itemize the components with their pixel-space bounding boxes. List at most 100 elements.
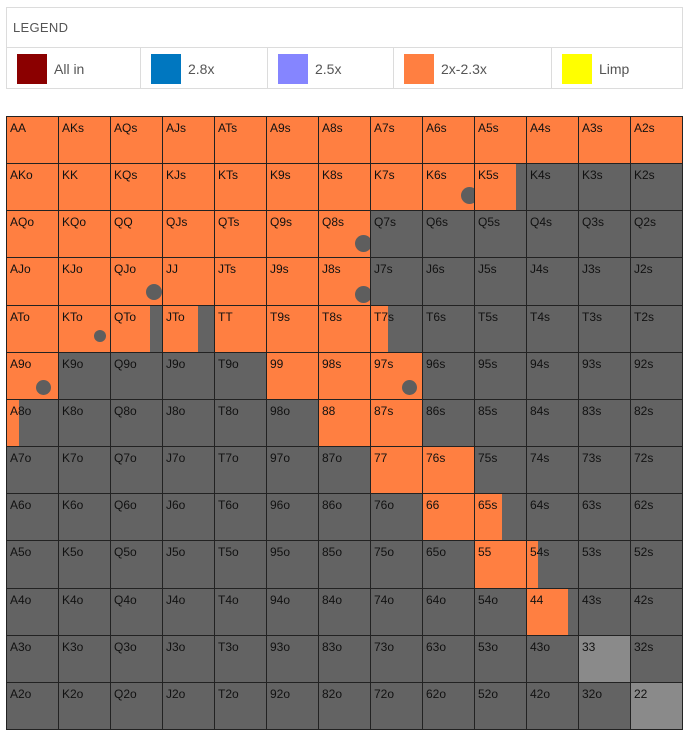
hand-cell-a2o[interactable]: A2o [7,682,58,729]
hand-cell-85o[interactable]: 85o [319,541,370,588]
hand-cell-t7s[interactable]: T7s [371,305,422,352]
hand-cell-kjs[interactable]: KJs [163,164,214,211]
hand-cell-t3s[interactable]: T3s [579,305,630,352]
hand-cell-73o[interactable]: 73o [371,635,422,682]
hand-cell-82o[interactable]: 82o [319,682,370,729]
hand-cell-a3s[interactable]: A3s [579,117,630,164]
hand-cell-q8o[interactable]: Q8o [111,399,162,447]
hand-cell-55[interactable]: 55 [475,541,526,588]
hand-cell-q2o[interactable]: Q2o [111,682,162,729]
hand-cell-44[interactable]: 44 [527,588,578,635]
hand-cell-t5s[interactable]: T5s [475,305,526,352]
hand-cell-a6s[interactable]: A6s [423,117,474,164]
hand-cell-t9s[interactable]: T9s [267,305,318,352]
hand-cell-t8s[interactable]: T8s [319,305,370,352]
hand-cell-j8s[interactable]: J8s [319,258,370,305]
hand-cell-kjo[interactable]: KJo [59,258,110,305]
hand-cell-ako[interactable]: AKo [7,164,58,211]
hand-cell-86o[interactable]: 86o [319,494,370,541]
hand-cell-96o[interactable]: 96o [267,494,318,541]
hand-cell-ajs[interactable]: AJs [163,117,214,164]
hand-cell-52s[interactable]: 52s [631,541,682,588]
hand-cell-76o[interactable]: 76o [371,494,422,541]
hand-cell-tt[interactable]: TT [215,305,266,352]
hand-cell-83s[interactable]: 83s [579,399,630,447]
hand-cell-t2s[interactable]: T2s [631,305,682,352]
hand-cell-93o[interactable]: 93o [267,635,318,682]
hand-cell-q6o[interactable]: Q6o [111,494,162,541]
hand-cell-qq[interactable]: QQ [111,211,162,258]
hand-cell-64o[interactable]: 64o [423,588,474,635]
hand-cell-95s[interactable]: 95s [475,352,526,399]
hand-cell-jj[interactable]: JJ [163,258,214,305]
hand-cell-aqo[interactable]: AQo [7,211,58,258]
hand-cell-65o[interactable]: 65o [423,541,474,588]
hand-cell-92o[interactable]: 92o [267,682,318,729]
hand-cell-k4s[interactable]: K4s [527,164,578,211]
hand-cell-q4o[interactable]: Q4o [111,588,162,635]
hand-cell-74o[interactable]: 74o [371,588,422,635]
hand-cell-t6s[interactable]: T6s [423,305,474,352]
hand-cell-q9s[interactable]: Q9s [267,211,318,258]
hand-cell-t9o[interactable]: T9o [215,352,266,399]
hand-cell-k8o[interactable]: K8o [59,399,110,447]
hand-cell-74s[interactable]: 74s [527,447,578,494]
hand-cell-kk[interactable]: KK [59,164,110,211]
hand-cell-a2s[interactable]: A2s [631,117,682,164]
hand-cell-62s[interactable]: 62s [631,494,682,541]
hand-cell-ajo[interactable]: AJo [7,258,58,305]
hand-cell-j2s[interactable]: J2s [631,258,682,305]
hand-cell-76s[interactable]: 76s [423,447,474,494]
hand-cell-94o[interactable]: 94o [267,588,318,635]
hand-cell-82s[interactable]: 82s [631,399,682,447]
hand-cell-q3o[interactable]: Q3o [111,635,162,682]
hand-cell-kqo[interactable]: KQo [59,211,110,258]
hand-cell-q7s[interactable]: Q7s [371,211,422,258]
hand-cell-kto[interactable]: KTo [59,305,110,352]
hand-cell-qto[interactable]: QTo [111,305,162,352]
hand-cell-ato[interactable]: ATo [7,305,58,352]
hand-cell-j2o[interactable]: J2o [163,682,214,729]
hand-cell-kqs[interactable]: KQs [111,164,162,211]
hand-cell-j6s[interactable]: J6s [423,258,474,305]
hand-cell-k9o[interactable]: K9o [59,352,110,399]
hand-cell-98s[interactable]: 98s [319,352,370,399]
hand-cell-q9o[interactable]: Q9o [111,352,162,399]
hand-cell-63s[interactable]: 63s [579,494,630,541]
hand-cell-k3s[interactable]: K3s [579,164,630,211]
hand-cell-q6s[interactable]: Q6s [423,211,474,258]
hand-cell-aa[interactable]: AA [7,117,58,164]
hand-cell-j6o[interactable]: J6o [163,494,214,541]
hand-cell-92s[interactable]: 92s [631,352,682,399]
hand-cell-aks[interactable]: AKs [59,117,110,164]
hand-cell-k5s[interactable]: K5s [475,164,526,211]
hand-cell-qjo[interactable]: QJo [111,258,162,305]
hand-cell-54o[interactable]: 54o [475,588,526,635]
hand-cell-a5s[interactable]: A5s [475,117,526,164]
hand-cell-73s[interactable]: 73s [579,447,630,494]
hand-cell-97s[interactable]: 97s [371,352,422,399]
hand-cell-j9s[interactable]: J9s [267,258,318,305]
hand-cell-j4o[interactable]: J4o [163,588,214,635]
hand-cell-54s[interactable]: 54s [527,541,578,588]
hand-cell-k2s[interactable]: K2s [631,164,682,211]
hand-cell-42s[interactable]: 42s [631,588,682,635]
hand-cell-t2o[interactable]: T2o [215,682,266,729]
hand-cell-k7o[interactable]: K7o [59,447,110,494]
hand-cell-q3s[interactable]: Q3s [579,211,630,258]
hand-cell-75s[interactable]: 75s [475,447,526,494]
hand-cell-t4s[interactable]: T4s [527,305,578,352]
hand-cell-98o[interactable]: 98o [267,399,318,447]
hand-cell-84s[interactable]: 84s [527,399,578,447]
hand-cell-72o[interactable]: 72o [371,682,422,729]
hand-cell-t4o[interactable]: T4o [215,588,266,635]
hand-cell-k6s[interactable]: K6s [423,164,474,211]
hand-cell-q7o[interactable]: Q7o [111,447,162,494]
hand-cell-a9s[interactable]: A9s [267,117,318,164]
hand-cell-95o[interactable]: 95o [267,541,318,588]
hand-cell-53s[interactable]: 53s [579,541,630,588]
hand-cell-97o[interactable]: 97o [267,447,318,494]
hand-cell-a8s[interactable]: A8s [319,117,370,164]
hand-cell-t6o[interactable]: T6o [215,494,266,541]
hand-cell-k5o[interactable]: K5o [59,541,110,588]
